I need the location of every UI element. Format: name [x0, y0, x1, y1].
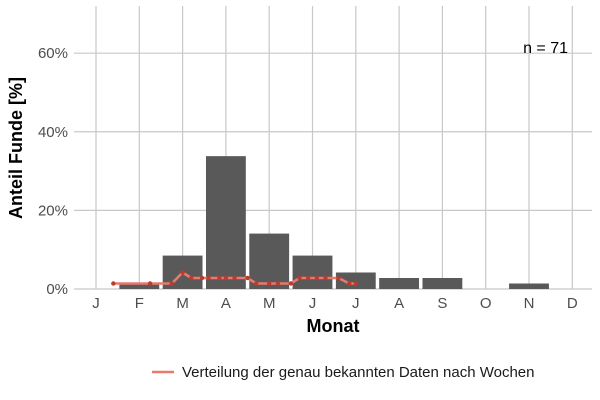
- x-tick-label: O: [480, 295, 492, 312]
- x-tick-label: S: [437, 295, 447, 312]
- series-point: [297, 275, 302, 281]
- bar: [119, 283, 160, 289]
- line-series: [111, 270, 358, 286]
- bar: [509, 283, 549, 289]
- y-tick-labels: 0% 20% 40% 60%: [38, 45, 68, 298]
- series-point: [288, 281, 294, 286]
- x-tick-label: N: [524, 295, 535, 312]
- y-axis-title: Anteil Funde [%]: [6, 77, 26, 219]
- y-tick-label: 20%: [38, 202, 68, 219]
- series-point: [336, 275, 341, 281]
- x-tick-label: A: [221, 295, 231, 312]
- series-point: [232, 275, 237, 281]
- bar: [335, 272, 376, 289]
- x-tick-label: D: [567, 295, 578, 312]
- series-point: [206, 275, 211, 281]
- x-tick-label: J: [309, 295, 317, 312]
- bar: [422, 277, 463, 289]
- x-tick-label: M: [176, 295, 189, 312]
- x-tick-label: A: [394, 295, 404, 312]
- x-axis-title: Monat: [307, 316, 360, 336]
- series-point: [217, 275, 222, 281]
- series-line: [113, 271, 356, 285]
- x-tick-label: M: [263, 295, 276, 312]
- series-point: [305, 275, 311, 281]
- series-point: [147, 281, 153, 286]
- y-tick-label: 0%: [46, 281, 68, 298]
- bar: [379, 277, 420, 289]
- series-point: [111, 281, 116, 286]
- series-point: [353, 281, 358, 286]
- series-point: [275, 281, 281, 286]
- bar: [249, 233, 290, 289]
- y-tick-label: 40%: [38, 124, 68, 141]
- bar: [292, 255, 333, 289]
- series-point: [314, 275, 320, 281]
- x-tick-label: J: [92, 295, 100, 312]
- series-point: [180, 270, 185, 275]
- bar: [205, 156, 246, 289]
- x-tick-label: J: [352, 295, 360, 312]
- series-point: [189, 275, 194, 281]
- series-point: [169, 281, 174, 286]
- legend-label: Verteilung der genau bekannten Daten nac…: [182, 364, 535, 381]
- series-point: [245, 275, 250, 281]
- series-point: [254, 281, 259, 286]
- annotation-n: n = 71: [523, 40, 568, 57]
- x-tick-label: F: [135, 295, 144, 312]
- legend: Verteilung der genau bekannten Daten nac…: [152, 364, 535, 381]
- y-tick-label: 60%: [38, 45, 68, 62]
- series-point: [223, 275, 229, 281]
- series-point: [347, 281, 352, 286]
- series-point: [199, 275, 205, 281]
- grid-lines: [74, 6, 592, 290]
- bars: [119, 156, 549, 289]
- series-point: [323, 275, 328, 281]
- series-point: [267, 281, 272, 286]
